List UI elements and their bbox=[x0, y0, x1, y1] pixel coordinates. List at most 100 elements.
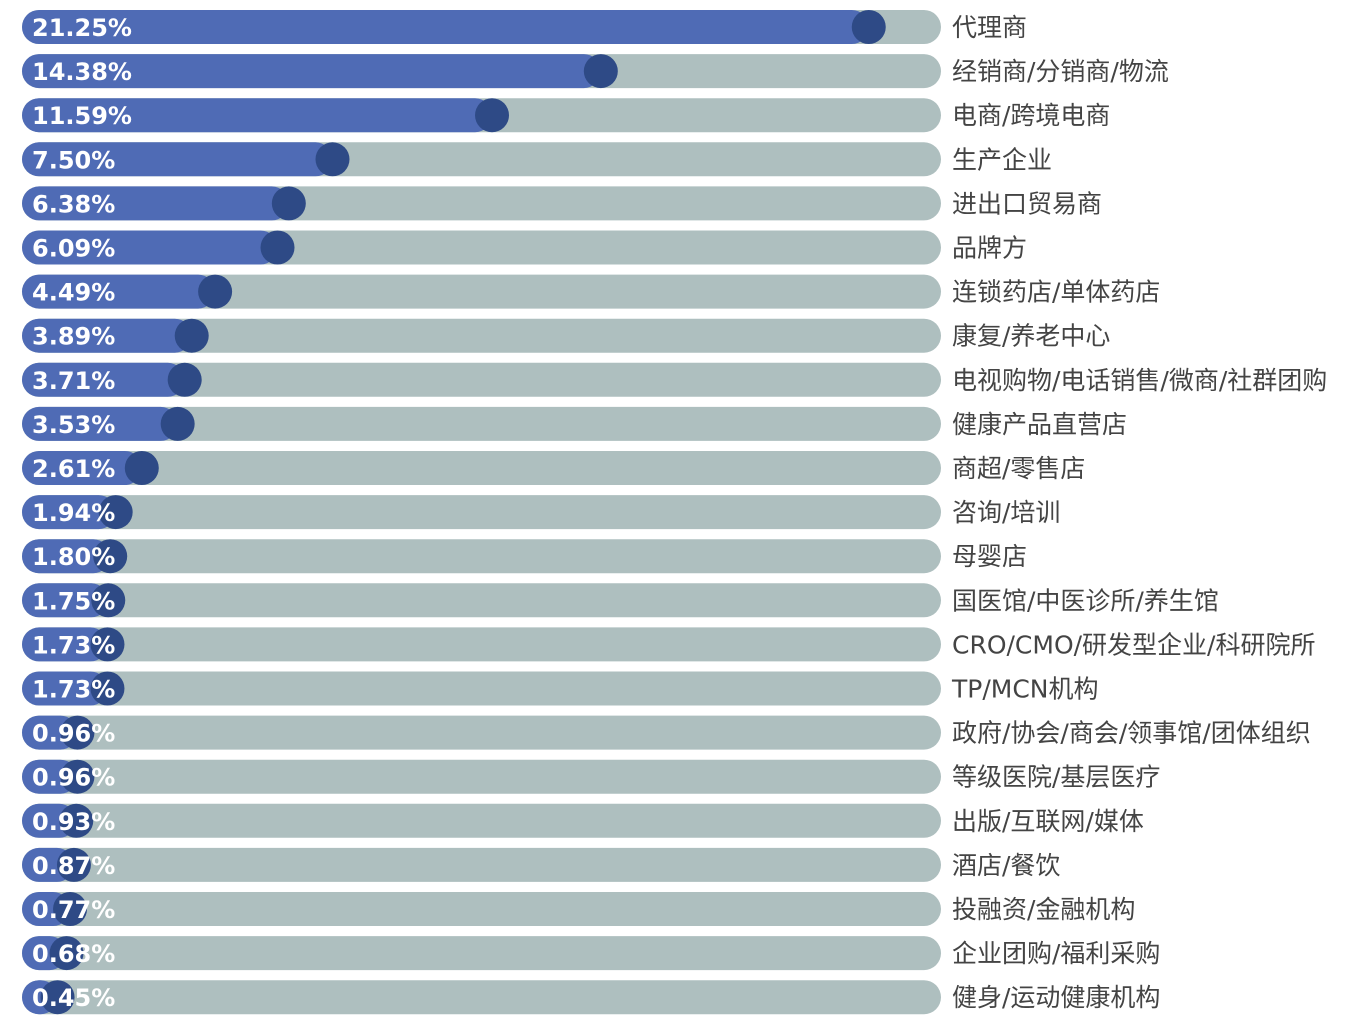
bar-end-cap bbox=[40, 980, 75, 1015]
bar-track bbox=[22, 980, 941, 1015]
data-label: 3.89% bbox=[32, 323, 115, 351]
bar-end-cap bbox=[90, 627, 125, 662]
bar-track bbox=[22, 627, 941, 662]
data-label: 6.38% bbox=[32, 190, 115, 218]
category-label: 出版/互联网/媒体 bbox=[952, 807, 1144, 836]
bar bbox=[22, 142, 333, 177]
data-label: 0.93% bbox=[32, 808, 115, 836]
category-label: 电商/跨境电商 bbox=[952, 101, 1110, 130]
category-label: CRO/CMO/研发型企业/科研院所 bbox=[952, 630, 1315, 659]
bar-row: 6.38% 进出口贸易商 bbox=[22, 186, 1102, 221]
bar-row: 3.71% 电视购物/电话销售/微商/社群团购 bbox=[22, 362, 1327, 397]
bar-end-cap bbox=[260, 230, 295, 265]
bar-end-cap bbox=[315, 142, 350, 177]
bar-row: 21.25% 代理商 bbox=[22, 10, 1027, 44]
bar-track bbox=[22, 803, 941, 838]
data-label: 1.73% bbox=[32, 631, 115, 659]
bar-end-cap bbox=[91, 583, 126, 618]
bar-end-cap bbox=[271, 186, 306, 221]
bar-track bbox=[22, 406, 941, 441]
bar bbox=[22, 671, 108, 706]
category-label: 健康产品直营店 bbox=[952, 410, 1127, 439]
bar bbox=[22, 583, 109, 618]
data-label: 11.59% bbox=[32, 102, 132, 130]
bar bbox=[22, 230, 278, 265]
category-label: 经销商/分销商/物流 bbox=[952, 57, 1169, 86]
bar-end-cap bbox=[59, 803, 94, 838]
data-label: 0.87% bbox=[32, 852, 115, 880]
bar bbox=[22, 539, 111, 574]
bar-track bbox=[22, 451, 941, 485]
data-label: 3.53% bbox=[32, 411, 115, 439]
bar bbox=[22, 186, 289, 221]
data-label: 2.61% bbox=[32, 455, 115, 483]
category-label: 电视购物/电话销售/微商/社群团购 bbox=[952, 366, 1327, 395]
bar-row: 11.59% 电商/跨境电商 bbox=[22, 98, 1110, 133]
bar-end-cap bbox=[60, 759, 95, 794]
bar-track bbox=[22, 936, 941, 971]
category-label: 咨询/培训 bbox=[952, 498, 1060, 527]
bar-row: 0.77% 投融资/金融机构 bbox=[22, 892, 1135, 926]
data-label: 0.77% bbox=[32, 896, 115, 924]
bar-track bbox=[22, 318, 941, 353]
data-label: 1.75% bbox=[32, 587, 115, 615]
bar bbox=[22, 451, 142, 485]
bar-end-cap bbox=[851, 10, 886, 44]
bar-end-cap bbox=[167, 362, 202, 397]
category-label: 健身/运动健康机构 bbox=[952, 983, 1160, 1012]
data-label: 1.94% bbox=[32, 499, 115, 527]
bar-end-cap bbox=[60, 715, 95, 750]
bar bbox=[22, 318, 192, 353]
data-label: 21.25% bbox=[32, 14, 132, 42]
data-label: 7.50% bbox=[32, 146, 115, 174]
category-label: 国医馆/中医诊所/养生馆 bbox=[952, 586, 1219, 615]
bar-row: 6.09% 品牌方 bbox=[22, 230, 1027, 265]
category-label: 政府/协会/商会/领事馆/团体组织 bbox=[952, 719, 1311, 748]
data-label: 0.68% bbox=[32, 940, 115, 968]
bar-row: 0.87% 酒店/餐饮 bbox=[22, 847, 1060, 882]
data-label: 1.73% bbox=[32, 676, 115, 704]
data-label: 4.49% bbox=[32, 279, 115, 307]
bar-row: 7.50% 生产企业 bbox=[22, 142, 1052, 177]
bar-end-cap bbox=[53, 892, 88, 926]
bar-row: 1.94% 咨询/培训 bbox=[22, 495, 1060, 530]
bar-end-cap bbox=[56, 847, 91, 882]
category-label: 商超/零售店 bbox=[952, 454, 1085, 483]
bar-track bbox=[22, 539, 941, 574]
bar-end-cap bbox=[90, 671, 125, 706]
bar bbox=[22, 495, 116, 530]
bar-track bbox=[22, 274, 941, 309]
category-label: 康复/养老中心 bbox=[952, 322, 1110, 351]
category-label: 品牌方 bbox=[952, 234, 1027, 263]
bar bbox=[22, 362, 185, 397]
bar-row: 1.73% TP/MCN机构 bbox=[22, 671, 1099, 706]
category-label: 酒店/餐饮 bbox=[952, 851, 1060, 880]
category-label: 连锁药店/单体药店 bbox=[952, 278, 1160, 307]
bar-end-cap bbox=[98, 495, 133, 530]
bar-row: 1.75% 国医馆/中医诊所/养生馆 bbox=[22, 583, 1219, 618]
bar-end-cap bbox=[93, 539, 128, 574]
category-label: 代理商 bbox=[952, 13, 1027, 42]
bar-row: 3.89% 康复/养老中心 bbox=[22, 318, 1110, 353]
bar bbox=[22, 98, 493, 133]
bar-end-cap bbox=[174, 318, 209, 353]
bar-end-cap bbox=[198, 274, 233, 309]
bar-track bbox=[22, 892, 941, 926]
bar-track bbox=[22, 362, 941, 397]
bar bbox=[22, 406, 178, 441]
category-label: 进出口贸易商 bbox=[952, 189, 1102, 218]
bar-row: 0.93% 出版/互联网/媒体 bbox=[22, 803, 1144, 838]
bar-row: 1.73% CRO/CMO/研发型企业/科研院所 bbox=[22, 627, 1315, 662]
bar-end-cap bbox=[124, 451, 159, 485]
bar-row: 0.45% 健身/运动健康机构 bbox=[22, 980, 1160, 1015]
data-label: 0.96% bbox=[32, 720, 115, 748]
data-label: 14.38% bbox=[32, 58, 132, 86]
bar-track bbox=[22, 495, 941, 530]
bar-row: 0.68% 企业团购/福利采购 bbox=[22, 936, 1160, 971]
category-label: 投融资/金融机构 bbox=[952, 895, 1135, 924]
data-label: 1.80% bbox=[32, 543, 115, 571]
bar-row: 1.80% 母婴店 bbox=[22, 539, 1027, 574]
bar-track bbox=[22, 583, 941, 618]
bar-row: 4.49% 连锁药店/单体药店 bbox=[22, 274, 1160, 309]
